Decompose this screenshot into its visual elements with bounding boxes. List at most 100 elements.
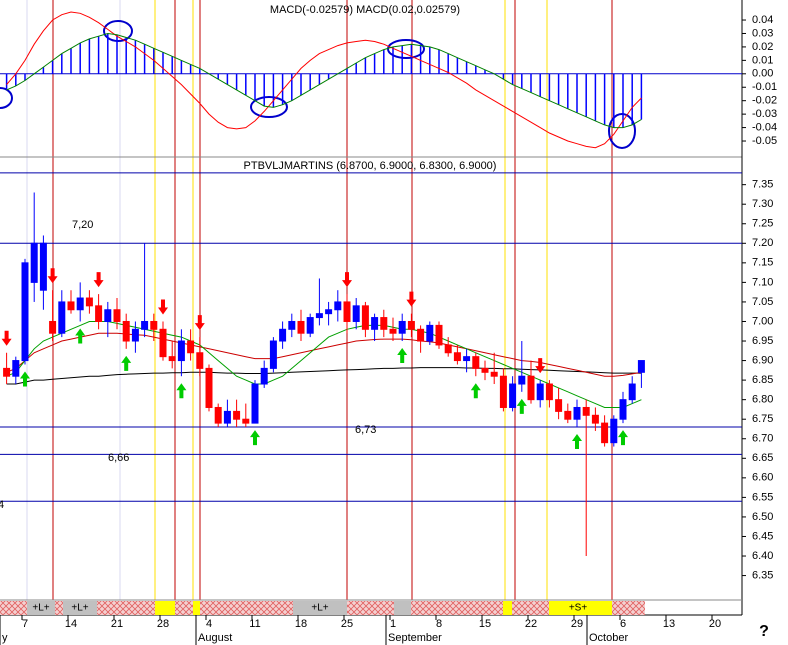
candle-body <box>619 399 627 420</box>
x-tick-label: 8 <box>436 618 442 630</box>
highlight-circle <box>387 39 425 59</box>
sell-arrow <box>194 315 205 331</box>
candle-body <box>527 375 535 401</box>
indicator-line <box>6 321 642 408</box>
x-tick-label: 29 <box>571 618 583 630</box>
y-tick-label: -0.04 <box>752 121 777 133</box>
candle-body <box>472 356 480 369</box>
candle-body <box>564 410 572 420</box>
y-tick-label: 6.40 <box>752 550 773 562</box>
y-tick-label: 6.65 <box>752 452 773 464</box>
month-label: September <box>388 632 442 644</box>
candle-body <box>426 324 434 342</box>
y-tick-label: 6.70 <box>752 433 773 445</box>
y-tick-label: 6.55 <box>752 491 773 503</box>
candle-body <box>297 320 305 334</box>
candle-body <box>334 301 342 311</box>
candle-body <box>361 305 369 330</box>
y-tick-label: -0.05 <box>752 135 777 147</box>
candle-body <box>417 328 425 342</box>
candle-body <box>315 313 323 319</box>
candle-body <box>168 356 176 362</box>
y-tick-label: -0.01 <box>752 81 777 93</box>
indicator-line <box>6 11 642 149</box>
sell-arrow <box>1 330 12 346</box>
buy-arrow <box>20 371 30 387</box>
candle-body <box>573 406 581 420</box>
y-tick-label: 7.00 <box>752 315 773 327</box>
band-box <box>63 601 97 615</box>
macd-title: MACD(-0.02579) MACD(0.02,0.02579) <box>270 4 460 16</box>
band-box <box>293 601 347 615</box>
candle-body <box>555 399 563 412</box>
indicator-line <box>6 32 642 129</box>
y-tick-label: 7.10 <box>752 276 773 288</box>
band-box <box>394 601 411 615</box>
indicator-line <box>6 332 642 377</box>
candle-body <box>601 422 609 444</box>
y-tick-label: 6.60 <box>752 472 773 484</box>
x-tick-label: 20 <box>709 618 721 630</box>
y-tick-label: 0.02 <box>752 41 773 53</box>
candle-body <box>509 383 517 408</box>
candle-body <box>352 305 360 322</box>
candle-body <box>95 305 103 322</box>
candle-body <box>21 262 29 362</box>
y-tick-label: -0.03 <box>752 108 777 120</box>
y-tick-label: 6.35 <box>752 569 773 581</box>
candle-body <box>389 328 397 334</box>
y-tick-label: 7.25 <box>752 218 773 230</box>
buy-arrow <box>397 348 408 364</box>
candle-body <box>288 320 296 330</box>
buy-arrow <box>516 398 527 414</box>
candle-body <box>536 383 544 401</box>
candle-body <box>407 320 415 330</box>
candle-body <box>325 309 333 315</box>
buy-arrow <box>572 434 582 450</box>
band-box <box>193 601 200 615</box>
help-icon[interactable]: ? <box>759 623 769 640</box>
sell-arrow <box>93 272 104 288</box>
price-title: PTBVLJMARTINS (6.8700, 6.9000, 6.8300, 6… <box>244 160 497 172</box>
candle-body <box>269 340 277 369</box>
candle-body <box>113 309 121 322</box>
candle-body <box>159 328 167 358</box>
candle-body <box>233 410 241 420</box>
x-tick-label: 4 <box>206 618 212 630</box>
sell-arrow <box>47 268 58 284</box>
y-tick-label: 7.20 <box>752 237 773 249</box>
candle-body <box>545 383 553 401</box>
candle-body <box>260 367 268 385</box>
candle-body <box>85 297 93 307</box>
highlight-circle <box>0 87 13 109</box>
plot-area: 7,20 6,73 6,66 4 <box>0 11 742 557</box>
candle-body <box>306 317 314 334</box>
x-tick-label: 1 <box>390 618 396 630</box>
x-tick-label: 25 <box>341 618 353 630</box>
candle-body <box>177 340 185 362</box>
band-label: +S+ <box>569 603 588 614</box>
x-tick-label: 22 <box>525 618 537 630</box>
y-tick-label: 7.35 <box>752 179 773 191</box>
x-tick-label: 15 <box>479 618 491 630</box>
level-label: 7,20 <box>72 219 93 231</box>
band-boxes <box>27 601 612 615</box>
candle-body <box>30 242 38 283</box>
y-tick-label: 6.90 <box>752 354 773 366</box>
y-tick-label: 6.75 <box>752 413 773 425</box>
candle-body <box>279 328 287 342</box>
macd-circles <box>0 20 636 149</box>
y-tick-label: 0.04 <box>752 14 773 26</box>
candle-body <box>398 320 406 334</box>
sell-arrow <box>158 299 168 315</box>
buy-arrow <box>618 430 628 446</box>
candle-body <box>223 410 231 424</box>
y-tick-label: 7.15 <box>752 257 773 269</box>
candle-body <box>251 383 259 424</box>
band-box <box>155 601 175 615</box>
candle-body <box>3 367 11 377</box>
candle-body <box>628 383 636 401</box>
buy-arrow <box>121 355 132 371</box>
level-label: 6,73 <box>355 424 376 436</box>
sell-arrow <box>535 358 546 374</box>
